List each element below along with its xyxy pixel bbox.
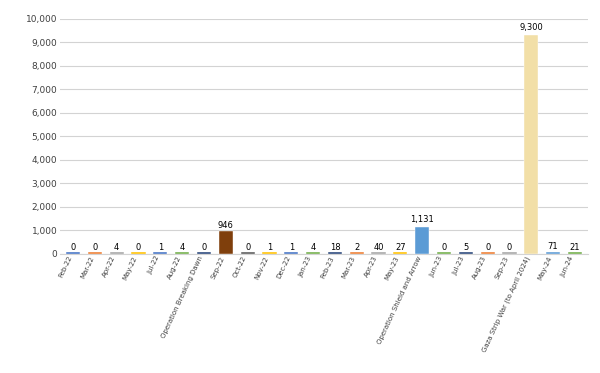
- Text: 21: 21: [569, 243, 580, 252]
- Text: 946: 946: [218, 220, 234, 229]
- Bar: [371, 253, 386, 254]
- Bar: [328, 253, 342, 254]
- Text: 71: 71: [548, 242, 559, 251]
- Text: 40: 40: [373, 243, 384, 252]
- Text: 1,131: 1,131: [410, 214, 434, 223]
- Text: 0: 0: [136, 243, 141, 252]
- Text: 2: 2: [354, 243, 359, 252]
- Bar: [502, 253, 517, 254]
- Bar: [568, 253, 582, 254]
- Text: 4: 4: [310, 243, 316, 252]
- Text: 0: 0: [202, 243, 206, 252]
- Text: 27: 27: [395, 243, 406, 252]
- Bar: [284, 253, 298, 254]
- Text: 0: 0: [485, 243, 490, 252]
- Bar: [88, 253, 102, 254]
- Bar: [66, 253, 80, 254]
- Text: 4: 4: [179, 243, 185, 252]
- Bar: [437, 253, 451, 254]
- Bar: [459, 253, 473, 254]
- Bar: [306, 253, 320, 254]
- Bar: [153, 253, 167, 254]
- Text: 1: 1: [158, 243, 163, 252]
- Text: 1: 1: [289, 243, 294, 252]
- Text: 18: 18: [329, 243, 340, 252]
- Bar: [262, 253, 277, 254]
- Bar: [131, 253, 146, 254]
- Text: 4: 4: [114, 243, 119, 252]
- Bar: [219, 231, 233, 254]
- Text: 9,300: 9,300: [520, 23, 543, 32]
- Bar: [241, 253, 255, 254]
- Bar: [481, 253, 495, 254]
- Bar: [175, 253, 189, 254]
- Bar: [197, 253, 211, 254]
- Text: 0: 0: [92, 243, 98, 252]
- Bar: [546, 252, 560, 254]
- Bar: [350, 253, 364, 254]
- Text: 1: 1: [267, 243, 272, 252]
- Bar: [415, 227, 429, 254]
- Text: 5: 5: [463, 243, 469, 252]
- Text: 0: 0: [245, 243, 250, 252]
- Text: 0: 0: [442, 243, 446, 252]
- Bar: [393, 253, 407, 254]
- Text: 0: 0: [507, 243, 512, 252]
- Bar: [110, 253, 124, 254]
- Text: 0: 0: [70, 243, 76, 252]
- Bar: [524, 35, 538, 254]
